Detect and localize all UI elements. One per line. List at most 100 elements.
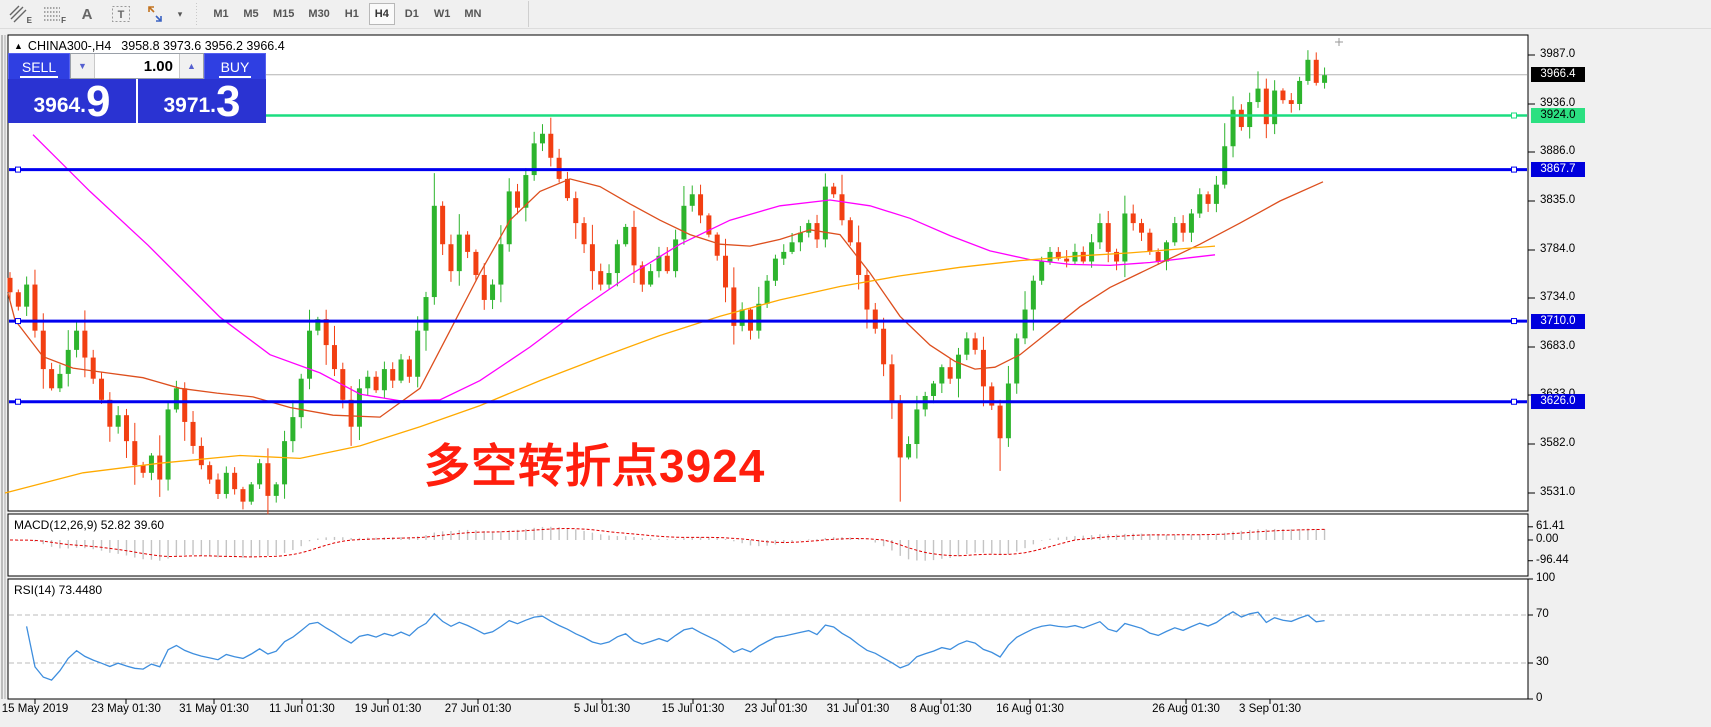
candle-body — [57, 373, 63, 389]
candle-body — [564, 178, 570, 199]
timeframe-button-h4[interactable]: H4 — [368, 3, 395, 25]
candle-body — [939, 367, 945, 384]
candle-body — [1064, 258, 1070, 262]
candle-body — [182, 388, 188, 422]
candle-body — [1122, 213, 1128, 262]
candle-body — [1288, 100, 1294, 104]
arrows-icon[interactable] — [140, 2, 170, 26]
candle-body — [282, 441, 288, 485]
price-axis-label: 3683.0 — [1540, 340, 1576, 352]
buy-price[interactable]: 3971. 3 — [163, 77, 241, 126]
candle-body — [32, 284, 38, 331]
timeframe-button-mn[interactable]: MN — [459, 3, 486, 25]
price-axis-label: 3936.0 — [1540, 96, 1576, 109]
volume-input[interactable] — [95, 54, 179, 78]
macd-signal-line — [9, 527, 1325, 558]
rsi-axis-label: 30 — [1536, 656, 1549, 668]
price-axis-label: 3987.0 — [1540, 48, 1576, 60]
volume-stepper: ▼ ▲ — [70, 53, 204, 79]
candle-body — [872, 309, 878, 329]
date-axis-label: 5 Jul 01:30 — [573, 703, 631, 715]
candle-body — [1139, 223, 1145, 233]
candle-body — [706, 215, 712, 235]
candle-body — [1305, 59, 1311, 81]
volume-decrease-button[interactable]: ▼ — [71, 54, 95, 78]
collapse-arrow-icon[interactable]: ▲ — [14, 41, 23, 51]
level-price-badge: 3626.0 — [1531, 394, 1585, 410]
symbol-period-label: CHINA300-,H4 — [27, 39, 112, 53]
candle-body — [456, 234, 462, 272]
date-axis-label: 31 May 01:30 — [179, 703, 249, 715]
toolbar-separator — [528, 1, 530, 27]
timeframe-button-m1[interactable]: M1 — [208, 3, 234, 25]
candle-body — [839, 194, 845, 221]
rsi-axis-label: 0 — [1536, 692, 1543, 704]
candle-body — [756, 303, 762, 331]
candle-body — [331, 345, 337, 370]
timeframe-button-m30[interactable]: M30 — [303, 3, 334, 25]
candle-body — [789, 242, 795, 252]
candle-body — [265, 463, 271, 496]
candle-body — [864, 274, 870, 310]
candle-body — [431, 205, 437, 298]
candle-body — [1147, 232, 1153, 252]
candle-body — [1089, 242, 1095, 262]
candle-body — [964, 338, 970, 355]
candle-body — [132, 441, 138, 466]
timeframe-button-d1[interactable]: D1 — [399, 3, 425, 25]
line-handle[interactable] — [1511, 318, 1517, 325]
candle-body — [74, 330, 80, 350]
candle-body — [831, 186, 837, 195]
timeframe-button-m5[interactable]: M5 — [238, 3, 264, 25]
candle-body — [797, 232, 803, 243]
candle-body — [207, 465, 213, 480]
chart-shift-marker[interactable] — [1335, 38, 1343, 46]
candle-body — [448, 244, 454, 272]
candle-body — [1172, 223, 1178, 243]
candle-body — [373, 376, 379, 391]
candle-body — [931, 383, 937, 396]
buy-button[interactable]: BUY — [204, 53, 266, 79]
candle-body — [82, 330, 88, 358]
candle-body — [989, 386, 995, 406]
fibonacci-icon[interactable]: F — [44, 7, 66, 25]
candle-body — [1030, 280, 1036, 310]
annotation-text[interactable]: 多空转折点3924 — [424, 440, 766, 492]
line-studies-icon[interactable]: E — [4, 2, 34, 26]
candle-body — [1230, 109, 1236, 147]
candle-body — [1238, 109, 1244, 128]
rsi-panel[interactable] — [7, 578, 1529, 700]
candle-body — [1272, 90, 1278, 125]
line-handle[interactable] — [1511, 398, 1517, 405]
macd-panel[interactable] — [7, 513, 1529, 577]
line-handle[interactable] — [1511, 112, 1517, 119]
candle-body — [947, 367, 953, 379]
line-handle[interactable] — [1511, 166, 1517, 173]
candle-body — [140, 465, 146, 473]
candle-body — [1280, 90, 1286, 101]
sell-price[interactable]: 3964. 9 — [8, 79, 138, 124]
line-handle[interactable] — [15, 166, 21, 173]
date-axis-label: 27 Jun 01:30 — [444, 703, 512, 715]
timeframe-button-m15[interactable]: M15 — [268, 3, 299, 25]
line-handle[interactable] — [15, 398, 21, 405]
volume-increase-button[interactable]: ▲ — [179, 54, 203, 78]
text-icon[interactable]: A — [81, 5, 93, 23]
candle-body — [1014, 338, 1020, 384]
svg-text:T: T — [118, 9, 125, 21]
candle-body — [689, 194, 695, 206]
line-handle[interactable] — [15, 318, 21, 325]
candle-body — [1055, 251, 1061, 259]
sell-button[interactable]: SELL — [8, 53, 70, 79]
text-label-icon[interactable]: T — [106, 2, 136, 26]
timeframe-button-w1[interactable]: W1 — [429, 3, 456, 25]
candle-body — [49, 369, 55, 389]
candle-body — [165, 409, 171, 480]
candle-body — [656, 255, 662, 272]
dropdown-caret-icon[interactable]: ▾ — [177, 8, 183, 19]
candle-body — [1097, 223, 1103, 243]
candle-body — [323, 319, 329, 346]
timeframe-button-h1[interactable]: H1 — [339, 3, 365, 25]
candle-body — [473, 251, 479, 275]
candle-body — [1022, 309, 1028, 339]
